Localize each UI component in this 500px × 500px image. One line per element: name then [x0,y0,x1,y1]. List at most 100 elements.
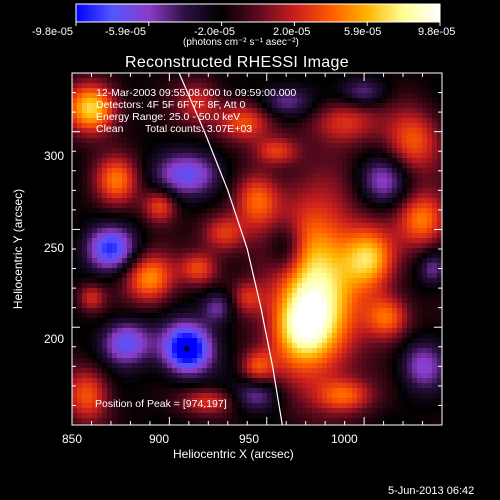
heatmap-cell [167,203,173,209]
heatmap-cell [247,298,253,304]
heatmap-cell [77,208,83,214]
heatmap-cell [427,238,433,244]
heatmap-cell [367,278,373,284]
heatmap-cell [387,388,393,394]
heatmap-cell [347,303,353,309]
heatmap-cell [222,293,228,299]
heatmap-cell [257,298,263,304]
heatmap-cell [162,178,168,184]
heatmap-cell [267,158,273,164]
heatmap-cell [337,243,343,249]
heatmap-cell [417,233,423,239]
heatmap-cell [287,158,293,164]
heatmap-cell [417,133,423,139]
heatmap-cell [222,348,228,354]
heatmap-cell [267,163,273,169]
heatmap-cell [367,388,373,394]
heatmap-cell [202,183,208,189]
heatmap-cell [372,398,378,404]
heatmap-cell [357,178,363,184]
heatmap-cell [172,333,178,339]
heatmap-cell [322,238,328,244]
heatmap-cell [432,278,438,284]
heatmap-cell [342,368,348,374]
heatmap-cell [387,383,393,389]
heatmap-cell [202,173,208,179]
heatmap-cell [192,258,198,264]
heatmap-cell [252,338,258,344]
heatmap-cell [82,243,88,249]
heatmap-cell [122,218,128,224]
heatmap-cell [347,83,353,89]
heatmap-cell [202,248,208,254]
heatmap-cell [192,263,198,269]
heatmap-cell [417,108,423,114]
heatmap-cell [82,288,88,294]
heatmap-cell [362,368,368,374]
heatmap-cell [392,373,398,379]
heatmap-cell [362,333,368,339]
heatmap-cell [377,393,383,399]
heatmap-cell [377,138,383,144]
heatmap-cell [352,233,358,239]
heatmap-cell [187,153,193,159]
heatmap-cell [227,328,233,334]
heatmap-cell [337,258,343,264]
heatmap-cell [262,123,268,129]
heatmap-cell [352,288,358,294]
heatmap-cell [432,78,438,84]
heatmap-cell [332,78,338,84]
heatmap-cell [392,118,398,124]
heatmap-cell [372,168,378,174]
heatmap-cell [337,223,343,229]
heatmap-cell [72,73,78,79]
heatmap-cell [82,378,88,384]
heatmap-cell [132,138,138,144]
heatmap-cell [72,163,78,169]
heatmap-cell [397,398,403,404]
heatmap-cell [252,353,258,359]
heatmap-cell [227,263,233,269]
heatmap-cell [102,318,108,324]
heatmap-cell [162,383,168,389]
heatmap-cell [312,313,318,319]
heatmap-cell [347,158,353,164]
heatmap-cell [302,368,308,374]
heatmap-cell [352,238,358,244]
heatmap-cell [87,398,93,404]
heatmap-cell [267,213,273,219]
heatmap-cell [232,218,238,224]
heatmap-cell [242,393,248,399]
heatmap-cell [122,188,128,194]
heatmap-cell [122,273,128,279]
heatmap-cell [72,153,78,159]
heatmap-cell [357,203,363,209]
heatmap-cell [217,78,223,84]
heatmap-cell [197,238,203,244]
heatmap-cell [197,373,203,379]
heatmap-cell [287,283,293,289]
heatmap-cell [362,168,368,174]
heatmap-cell [157,363,163,369]
heatmap-cell [87,328,93,334]
heatmap-cell [347,98,353,104]
heatmap-cell [297,208,303,214]
heatmap-cell [132,358,138,364]
heatmap-cell [402,238,408,244]
heatmap-cell [372,373,378,379]
heatmap-cell [287,338,293,344]
heatmap-cell [182,303,188,309]
heatmap-cell [417,118,423,124]
heatmap-cell [227,293,233,299]
heatmap-cell [342,248,348,254]
heatmap-cell [137,73,143,79]
heatmap-cell [367,223,373,229]
heatmap-cell [292,188,298,194]
heatmap-cell [122,318,128,324]
heatmap-cell [162,303,168,309]
heatmap-cell [437,313,443,319]
heatmap-cell [87,133,93,139]
heatmap-cell [282,248,288,254]
heatmap-cell [117,318,123,324]
heatmap-cell [142,373,148,379]
